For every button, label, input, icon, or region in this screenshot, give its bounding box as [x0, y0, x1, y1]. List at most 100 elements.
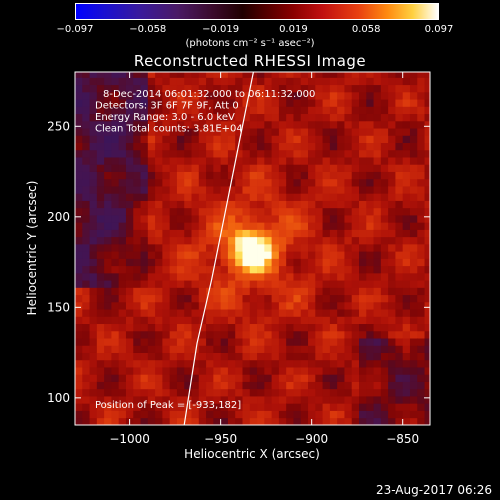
heatmap-cell: [395, 77, 404, 86]
heatmap-cell: [315, 258, 323, 267]
heatmap-cell: [351, 215, 360, 223]
heatmap-cell: [395, 186, 404, 194]
heatmap-cell: [198, 186, 207, 194]
heatmap-cell: [286, 128, 294, 136]
heatmap-cell: [337, 84, 345, 93]
heatmap-cell: [329, 280, 338, 288]
heatmap-cell: [75, 417, 83, 425]
heatmap-cell: [184, 72, 192, 78]
heatmap-cell: [111, 403, 120, 411]
heatmap-cell: [373, 287, 382, 296]
heatmap-cell: [75, 388, 83, 397]
heatmap-cell: [300, 236, 309, 245]
heatmap-cell: [351, 301, 360, 310]
heatmap-cell: [409, 316, 418, 325]
heatmap-cell: [89, 243, 98, 252]
heatmap-cell: [96, 120, 105, 129]
heatmap-cell: [220, 417, 229, 425]
heatmap-cell: [75, 352, 83, 361]
heatmap-cell: [220, 229, 229, 238]
heatmap-cell: [118, 345, 127, 353]
heatmap-cell: [198, 215, 207, 223]
heatmap-cell: [249, 113, 258, 122]
heatmap-cell: [278, 135, 287, 143]
heatmap-cell: [359, 193, 367, 201]
heatmap-cell: [424, 149, 430, 158]
heatmap-cell: [409, 258, 418, 267]
heatmap-cell: [278, 149, 287, 158]
heatmap-cell: [118, 374, 127, 382]
heatmap-cell: [162, 388, 171, 397]
heatmap-cell: [155, 345, 163, 353]
heatmap-cell: [133, 301, 141, 310]
heatmap-cell: [395, 417, 404, 425]
heatmap-cell: [257, 236, 265, 245]
heatmap-cell: [315, 84, 323, 93]
heatmap-cell: [308, 84, 316, 93]
heatmap-cell: [300, 99, 309, 107]
heatmap-cell: [111, 178, 120, 187]
heatmap-cell: [227, 215, 236, 223]
heatmap-cell: [308, 258, 316, 267]
heatmap-cell: [118, 171, 127, 180]
heatmap-cell: [213, 410, 222, 419]
heatmap-cell: [89, 265, 98, 274]
heatmap-cell: [162, 301, 171, 310]
heatmap-cell: [264, 171, 273, 180]
heatmap-cell: [191, 171, 200, 180]
heatmap-cell: [286, 287, 294, 296]
heatmap-cell: [169, 417, 178, 425]
heatmap-cell: [169, 359, 178, 368]
heatmap-cell: [402, 280, 411, 288]
heatmap-cell: [140, 316, 149, 325]
heatmap-cell: [286, 258, 294, 267]
heatmap-cell: [176, 157, 185, 165]
heatmap-cell: [242, 99, 251, 107]
heatmap-cell: [147, 84, 156, 93]
heatmap-cell: [286, 316, 294, 325]
heatmap-cell: [220, 186, 229, 194]
heatmap-cell: [395, 258, 404, 267]
heatmap-cell: [206, 135, 214, 143]
heatmap-cell: [104, 251, 112, 259]
heatmap-cell: [417, 417, 425, 425]
heatmap-cell: [424, 309, 430, 317]
heatmap-cell: [395, 403, 404, 411]
heatmap-cell: [147, 236, 156, 245]
heatmap-cell: [380, 323, 389, 332]
heatmap-cell: [96, 128, 105, 136]
heatmap-cell: [300, 135, 309, 143]
heatmap-cell: [271, 410, 280, 419]
heatmap-cell: [293, 417, 302, 425]
heatmap-cell: [96, 157, 105, 165]
heatmap-cell: [417, 171, 425, 180]
heatmap-cell: [235, 128, 243, 136]
heatmap-cell: [278, 403, 287, 411]
heatmap-cell: [293, 164, 302, 172]
heatmap-cell: [133, 135, 141, 143]
heatmap-cell: [89, 193, 98, 201]
heatmap-cell: [322, 193, 331, 201]
heatmap-cell: [293, 215, 302, 223]
heatmap-cell: [75, 135, 83, 143]
heatmap-cell: [96, 374, 105, 382]
heatmap-cell: [155, 287, 163, 296]
heatmap-cell: [118, 113, 127, 122]
heatmap-cell: [235, 106, 243, 115]
heatmap-cell: [359, 72, 367, 78]
heatmap-cell: [366, 352, 374, 361]
heatmap-cell: [191, 106, 200, 115]
heatmap-cell: [359, 207, 367, 216]
heatmap-cell: [257, 171, 265, 180]
heatmap-cell: [184, 258, 192, 267]
heatmap-cell: [191, 258, 200, 267]
heatmap-cell: [184, 367, 192, 375]
heatmap-cell: [373, 99, 382, 107]
heatmap-cell: [176, 243, 185, 252]
heatmap-cell: [213, 258, 222, 267]
heatmap-cell: [329, 72, 338, 78]
heatmap-cell: [388, 338, 396, 346]
heatmap-cell: [322, 287, 331, 296]
heatmap-cell: [344, 113, 353, 122]
heatmap-cell: [206, 157, 214, 165]
